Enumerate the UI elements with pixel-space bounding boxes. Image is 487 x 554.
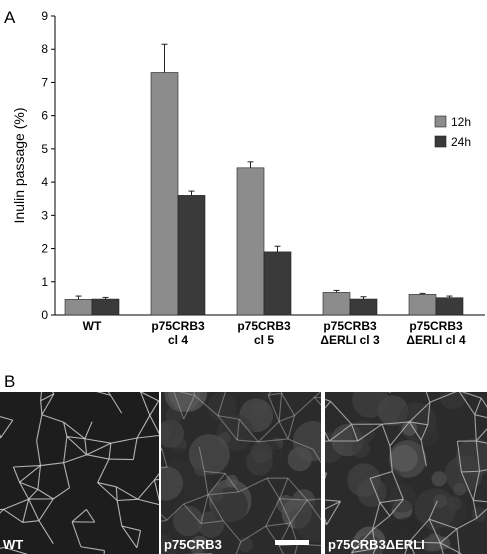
bar-24h-1 — [177, 195, 206, 316]
bar-12h-3 — [322, 292, 351, 316]
x-category-label: cl 5 — [254, 333, 274, 347]
bar-24h-2 — [263, 251, 292, 316]
micrograph-p75crb3-derli-label: p75CRB3ΔERLI — [328, 537, 425, 552]
y-tick-label: 4 — [41, 175, 48, 189]
micrograph-p75crb3-derli-image — [325, 392, 487, 554]
legend-swatch-24h — [434, 135, 447, 148]
x-category-label: ΔERLI cl 3 — [320, 333, 380, 347]
bar-12h-1 — [150, 72, 179, 316]
x-category-label: p75CRB3 — [151, 319, 205, 333]
bar-24h-0 — [91, 298, 120, 316]
y-tick-label: 1 — [41, 275, 48, 289]
micrograph-p75crb3-label: p75CRB3 — [164, 537, 222, 552]
panel-a-label: A — [4, 8, 16, 27]
micrograph-p75crb3: p75CRB3 — [161, 392, 321, 554]
panel-b-label: B — [4, 372, 16, 391]
y-tick-label: 3 — [41, 208, 48, 222]
y-tick-label: 7 — [41, 75, 48, 89]
bar-24h-3 — [349, 298, 378, 316]
x-category-label: p75CRB3 — [237, 319, 291, 333]
legend-swatch-12h — [434, 115, 447, 128]
x-category-label: WT — [83, 319, 102, 333]
y-tick-label: 0 — [41, 308, 48, 322]
legend-label-24h: 24h — [451, 135, 471, 149]
bar-24h-4 — [435, 297, 464, 316]
micrograph-p75crb3-image — [161, 392, 321, 554]
x-category-label: ΔERLI cl 4 — [406, 333, 466, 347]
micrograph-wt-label: WT — [3, 537, 24, 552]
micrograph-p75crb3-derli: p75CRB3ΔERLI — [325, 392, 487, 554]
bar-12h-0 — [64, 299, 93, 316]
bar-12h-2 — [236, 167, 265, 316]
y-tick-label: 5 — [41, 142, 48, 156]
x-category-label: p75CRB3 — [409, 319, 463, 333]
y-axis-title: Inulin passage (%) — [11, 108, 27, 224]
legend-label-12h: 12h — [451, 115, 471, 129]
micrograph-wt-image — [0, 392, 159, 554]
y-tick-label: 8 — [41, 42, 48, 56]
scale-bar — [275, 540, 309, 545]
x-category-label: p75CRB3 — [323, 319, 377, 333]
y-tick-label: 6 — [41, 109, 48, 123]
chart-bars — [64, 43, 464, 316]
x-category-label: cl 4 — [168, 333, 188, 347]
y-tick-label: 9 — [41, 9, 48, 23]
y-tick-label: 2 — [41, 242, 48, 256]
bar-12h-4 — [408, 294, 437, 316]
micrograph-wt: WT — [0, 392, 159, 554]
